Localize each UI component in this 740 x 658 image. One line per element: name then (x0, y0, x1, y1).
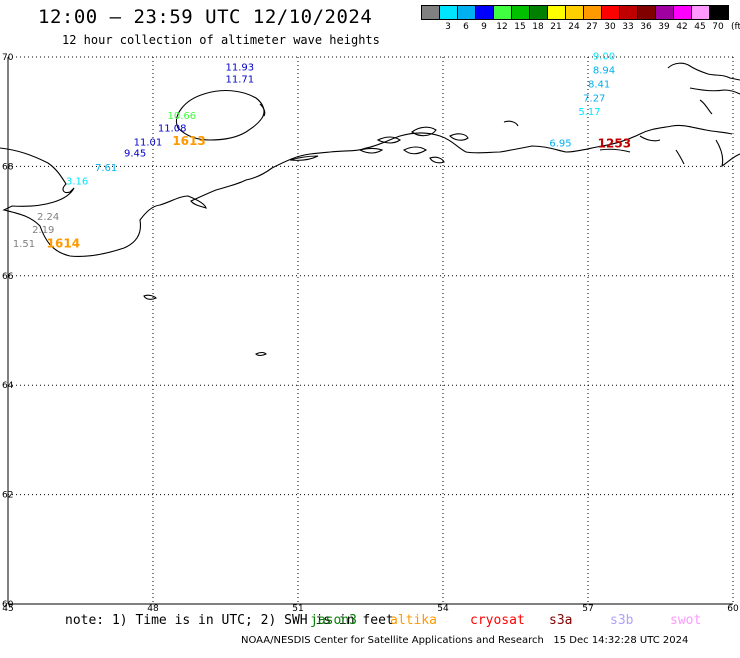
credit-line: NOAA/NESDIS Center for Satellite Applica… (241, 635, 689, 646)
lon-tick-label: 54 (437, 604, 449, 614)
wave-height-value: 7.61 (95, 163, 117, 174)
legend-swatch (422, 6, 440, 19)
lon-tick-label: 57 (582, 604, 593, 614)
lat-tick-label: 66 (2, 272, 14, 282)
mission-label: s3a (549, 613, 573, 628)
legend-label: 33 (622, 22, 634, 32)
legend-swatch (620, 6, 638, 19)
satellite-pass-ids: 1613 1614 1253 (47, 134, 631, 250)
legend-swatch (530, 6, 548, 19)
legend-color-bar (421, 5, 729, 20)
wave-height-value: 7.27 (583, 93, 605, 104)
legend-label: 6 (463, 22, 469, 32)
legend-label: 24 (568, 22, 580, 32)
lon-tick-label: 60 (727, 604, 739, 614)
legend-label: 21 (550, 22, 562, 32)
legend-swatch (440, 6, 458, 19)
legend-label: 39 (658, 22, 670, 32)
legend-swatch (602, 6, 620, 19)
legend-swatch (710, 6, 728, 19)
lat-tick-label: 68 (2, 162, 14, 172)
legend-label: 45 (694, 22, 706, 32)
legend-swatch (458, 6, 476, 19)
wave-height-value: 9.45 (124, 149, 146, 160)
footer-note: note: 1) Time is in UTC; 2) SWH is in fe… (65, 613, 701, 658)
coastline (0, 62, 740, 357)
legend-swatch (638, 6, 656, 19)
wave-height-value: 5.17 (578, 107, 600, 118)
wave-height-value: 2.24 (37, 212, 59, 223)
legend-swatch (512, 6, 530, 19)
wave-height-value: 2.19 (32, 225, 54, 236)
pass-id-label: 1614 (47, 236, 80, 250)
mission-label: jason3 (310, 613, 357, 628)
mission-label: swot (670, 613, 702, 628)
lat-lon-grid (7, 56, 734, 605)
wave-height-value: 6.95 (549, 139, 571, 150)
wave-height-value: 10.66 (168, 111, 197, 122)
pass-id-label: 1253 (598, 136, 631, 150)
legend-label: 9 (481, 22, 487, 32)
axis-ticks: 45 48 51 54 57 60 70 68 66 64 62 60 (2, 53, 739, 614)
mission-label: s3b (610, 613, 634, 628)
legend-label: 12 (496, 22, 508, 32)
wave-height-value: 11.01 (134, 138, 163, 149)
legend-swatch (476, 6, 494, 19)
pass-id-label: 1613 (172, 134, 205, 148)
units-note: note: 1) Time is in UTC; 2) SWH is in fe… (65, 613, 394, 628)
legend-swatch (584, 6, 602, 19)
legend-label: 42 (676, 22, 688, 32)
legend-label: 70 (712, 22, 724, 32)
legend-unit: (ft) (731, 22, 740, 32)
lon-tick-label: 45 (2, 604, 13, 614)
legend-label: 27 (586, 22, 598, 32)
mission-label: cryosat (470, 613, 525, 628)
wave-height-value: 3.16 (66, 176, 88, 187)
map-subtitle: 12 hour collection of altimeter wave hei… (62, 33, 380, 47)
mission-label: altika (390, 613, 437, 628)
legend-swatch (656, 6, 674, 19)
wave-height-value: 8.94 (593, 65, 615, 76)
legend-swatch (674, 6, 692, 19)
wave-height-value: 11.93 (226, 63, 255, 74)
legend-label: 15 (514, 22, 526, 32)
legend-swatch (692, 6, 710, 19)
lat-tick-label: 60 (2, 600, 14, 610)
legend-swatch (566, 6, 584, 19)
wave-height-value: 8.41 (588, 80, 610, 91)
lat-tick-label: 62 (2, 491, 13, 501)
legend-label: 30 (604, 22, 616, 32)
wave-height-value: 11.08 (158, 123, 187, 134)
legend-swatch (494, 6, 512, 19)
lon-tick-label: 48 (147, 604, 159, 614)
lat-tick-label: 70 (2, 53, 14, 63)
wave-height-value: 1.51 (13, 239, 35, 250)
wave-height-value: 9.00 (593, 52, 615, 63)
lat-tick-label: 64 (2, 381, 14, 391)
wave-height-value: 11.71 (226, 75, 255, 86)
legend-label: 36 (640, 22, 652, 32)
lon-tick-label: 51 (292, 604, 303, 614)
legend-label: 3 (445, 22, 451, 32)
legend-label: 18 (532, 22, 544, 32)
map-title: 12:00 – 23:59 UTC 12/10/2024 (38, 6, 373, 28)
legend-swatch (548, 6, 566, 19)
